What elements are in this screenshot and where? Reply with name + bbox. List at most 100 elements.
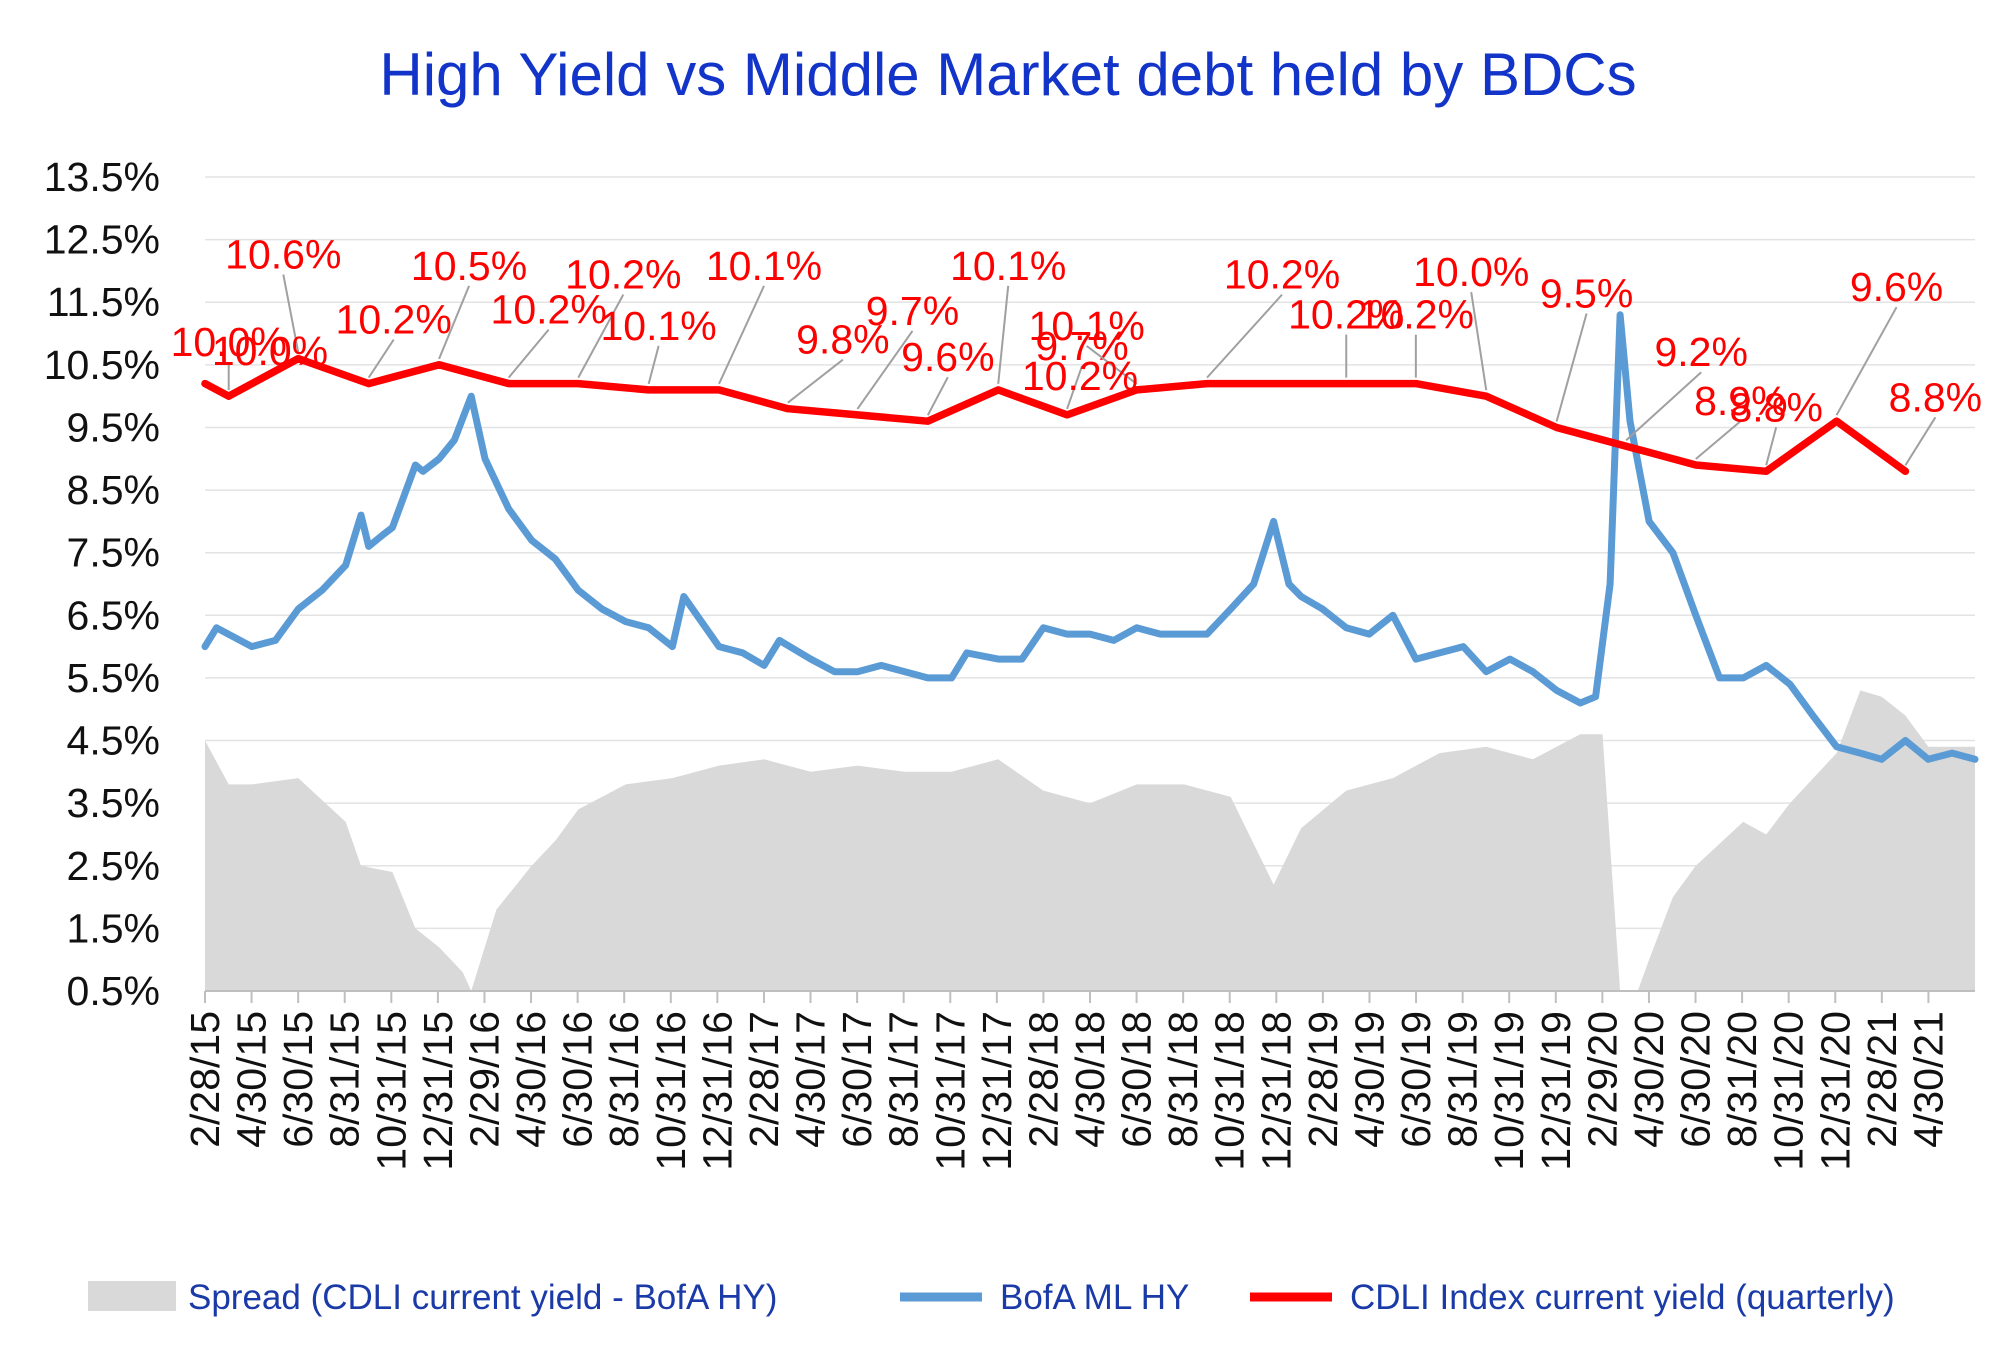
x-tick-label: 2/28/19 <box>1300 1011 1346 1148</box>
x-tick-label: 8/31/18 <box>1160 1011 1206 1148</box>
data-label-leader <box>1555 313 1588 422</box>
legend-label: BofA ML HY <box>1000 1278 1189 1317</box>
data-label: 10.0% <box>171 319 287 365</box>
x-tick-label: 10/31/16 <box>648 1011 694 1171</box>
data-label-leader <box>856 330 914 410</box>
y-tick-label: 13.5% <box>44 154 160 200</box>
y-tick-label: 3.5% <box>67 780 160 826</box>
y-axis: 0.5% 1.5% 2.5% 3.5% 4.5% 5.5% 6.5% 7.5% 8.5% 9.5%… <box>44 154 160 1014</box>
data-label-leader <box>507 328 550 379</box>
x-tick-label: 10/31/15 <box>368 1011 414 1171</box>
spread-area <box>205 690 1975 991</box>
data-label: 9.6% <box>1850 264 1943 310</box>
data-label-leader <box>1904 416 1937 466</box>
data-label: 10.6% <box>225 232 341 278</box>
data-label: 10.1% <box>950 243 1066 289</box>
data-label-leader <box>1835 306 1898 416</box>
y-tick-label: 12.5% <box>44 217 160 263</box>
bofa-series-line <box>201 311 1979 763</box>
x-tick-label: 10/31/19 <box>1486 1011 1532 1171</box>
bofa-line-layer <box>201 311 1979 763</box>
data-label-leader <box>577 294 625 379</box>
x-tick-label: 12/31/15 <box>415 1011 461 1171</box>
legend-label: CDLI Index current yield (quarterly) <box>1350 1278 1895 1317</box>
x-tick-label: 2/28/17 <box>741 1011 787 1148</box>
x-tick-label: 4/30/15 <box>229 1011 275 1148</box>
data-label-leader <box>1470 292 1488 391</box>
data-label: 10.2% <box>491 287 607 333</box>
x-tick-label: 10/31/17 <box>927 1011 973 1171</box>
data-label-leader <box>718 285 765 385</box>
data-label: 8.9% <box>1694 378 1787 424</box>
x-tick-label: 4/30/17 <box>788 1011 834 1148</box>
data-label: 8.8% <box>1889 374 1982 420</box>
spread-area-layer <box>205 690 1975 991</box>
x-tick-label: 2/28/21 <box>1859 1011 1905 1148</box>
x-tick-label: 12/31/17 <box>974 1011 1020 1171</box>
data-label: 10.2% <box>336 297 452 343</box>
x-tick-label: 6/30/19 <box>1393 1011 1439 1148</box>
data-label-leader <box>282 274 300 353</box>
y-tick-label: 1.5% <box>67 905 160 951</box>
data-label-leader <box>997 285 1010 384</box>
data-labels: 10.0%10.6%10.2%10.5%10.2%10.2%10.1%10.1%… <box>171 232 1982 466</box>
data-label: 10.2% <box>565 252 681 298</box>
x-tick-label: 4/30/19 <box>1346 1011 1392 1148</box>
y-tick-label: 10.5% <box>44 342 160 388</box>
data-label: 10.2% <box>1288 292 1404 338</box>
data-label-leader <box>1066 365 1083 410</box>
x-tick-label: 8/31/20 <box>1719 1011 1765 1148</box>
data-label-leader <box>1695 420 1742 460</box>
data-label: 9.5% <box>1540 270 1633 316</box>
y-tick-label: 8.5% <box>67 467 160 513</box>
data-label: 10.0% <box>1413 249 1529 295</box>
y-tick-label: 7.5% <box>67 530 160 576</box>
x-tick-label: 2/29/20 <box>1579 1011 1625 1148</box>
x-tick-label: 2/28/18 <box>1020 1011 1066 1148</box>
y-tick-label: 4.5% <box>67 718 160 764</box>
data-label-leader <box>1765 427 1778 466</box>
y-tick-label: 0.5% <box>67 968 160 1014</box>
x-tick-label: 4/30/18 <box>1067 1011 1113 1148</box>
data-label-leader <box>647 345 660 385</box>
y-tick-label: 5.5% <box>67 655 160 701</box>
data-label-leader <box>1086 345 1138 385</box>
data-label-leader <box>367 339 395 379</box>
legend: Spread (CDLI current yield - BofA HY) Bof… <box>88 1278 1895 1317</box>
y-tick-label: 6.5% <box>67 592 160 638</box>
data-label: 9.8% <box>796 317 889 363</box>
data-label: 10.2% <box>1358 292 1474 338</box>
chart-title: High Yield vs Middle Market debt held by… <box>379 41 1636 108</box>
data-label: 10.0% <box>212 328 328 374</box>
x-tick-label: 8/31/17 <box>881 1011 927 1148</box>
x-tick-label: 6/30/18 <box>1114 1011 1160 1148</box>
x-tick-label: 12/31/16 <box>694 1011 740 1171</box>
y-tick-label: 9.5% <box>67 404 160 450</box>
x-tick-label: 12/31/19 <box>1533 1011 1579 1171</box>
x-tick-label: 4/30/21 <box>1905 1011 1951 1148</box>
x-tick-label: 6/30/15 <box>275 1011 321 1148</box>
legend-label: Spread (CDLI current yield - BofA HY) <box>188 1278 777 1317</box>
data-label: 10.2% <box>1224 252 1340 298</box>
x-tick-label: 6/30/16 <box>555 1011 601 1148</box>
x-tick-label: 4/30/16 <box>508 1011 554 1148</box>
gridlines <box>205 176 1975 930</box>
x-tick-label: 8/31/15 <box>322 1011 368 1148</box>
data-label: 9.2% <box>1654 329 1747 375</box>
x-tick-label: 4/30/20 <box>1626 1011 1672 1148</box>
data-label: 9.7% <box>1035 323 1128 369</box>
x-tick-label: 12/31/18 <box>1253 1011 1299 1171</box>
x-tick-label: 12/31/20 <box>1812 1011 1858 1171</box>
legend-swatch-spread <box>88 1281 176 1311</box>
x-axis: 2/28/15 4/30/15 6/30/15 8/31/15 10/31/15 12/3… <box>182 990 1975 1171</box>
cdli-line-layer <box>201 354 1910 476</box>
x-tick-label: 6/30/17 <box>834 1011 880 1148</box>
data-label: 8.8% <box>1729 384 1822 430</box>
data-label: 10.1% <box>1029 303 1145 349</box>
y-tick-label: 2.5% <box>67 843 160 889</box>
data-label: 9.7% <box>866 288 959 334</box>
x-tick-label: 6/30/20 <box>1673 1011 1719 1148</box>
data-label-leader <box>787 358 844 404</box>
cdli-series-line <box>201 354 1910 476</box>
